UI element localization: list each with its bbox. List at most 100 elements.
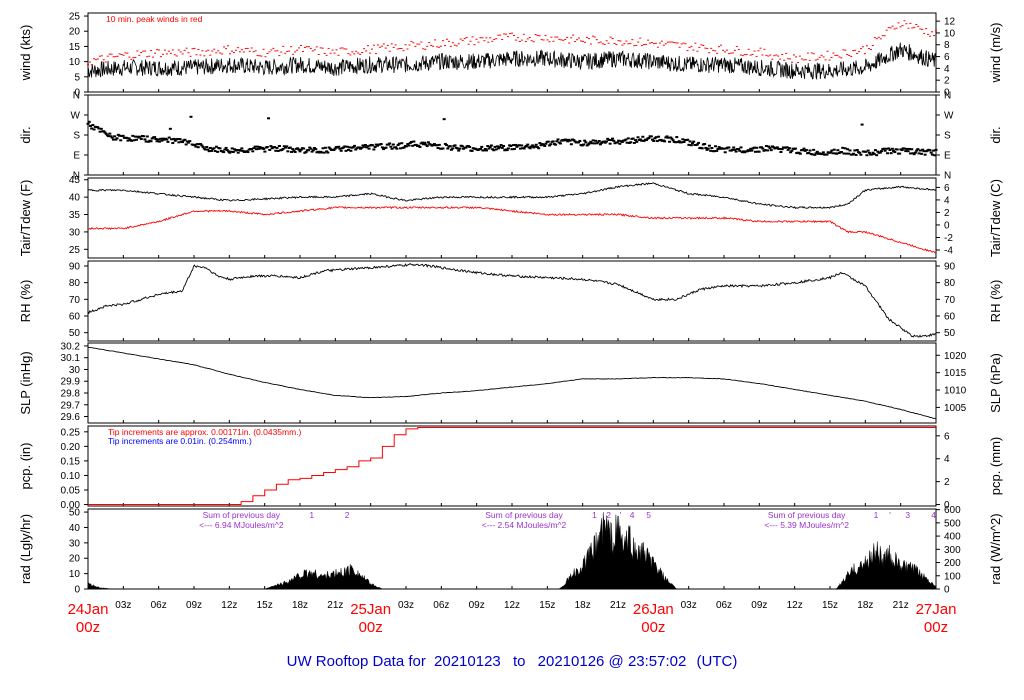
dir-point (517, 144, 521, 147)
dir-point (612, 139, 616, 142)
wind-tick-label-right: 0 (944, 88, 950, 99)
dir-point (723, 151, 727, 154)
dir-point (391, 143, 395, 146)
dir-point (229, 150, 233, 153)
dir-point (108, 132, 112, 135)
dir-point (865, 154, 869, 157)
dir-point (618, 142, 622, 145)
dir-point (488, 146, 492, 149)
dir-point (785, 146, 789, 149)
dir-point (888, 148, 892, 151)
dir-point (199, 143, 203, 146)
dir-point (934, 148, 938, 151)
dir-point (218, 147, 222, 150)
dir-point (707, 144, 711, 147)
dir-point (634, 139, 638, 142)
dir-point (346, 148, 350, 151)
dir-point (620, 141, 624, 144)
time-tick-label: 15z (257, 600, 273, 611)
dir-point (659, 138, 663, 141)
slp-tick-label-left: 30.2 (61, 341, 81, 352)
dir-point (98, 130, 102, 133)
dir-point (608, 142, 612, 145)
slp-tick-label-left: 29.7 (61, 400, 81, 411)
panel-dir: dir. dir.N NW WS SE EN N (18, 91, 1003, 182)
dir-point (821, 151, 825, 154)
dir-point (700, 147, 704, 150)
footer-title: UW Rooftop Data for 20210123 to 20210126… (287, 653, 738, 670)
dir-point (577, 141, 581, 144)
dir-point (907, 147, 911, 150)
wind-tick-label-right: 10 (944, 28, 956, 39)
dir-point (437, 143, 441, 146)
dir-point (588, 142, 592, 145)
dir-point (598, 143, 602, 146)
dir-point (866, 149, 870, 152)
dir-point (216, 150, 220, 153)
pcp-tick-label-right: 2 (944, 477, 950, 488)
dir-point (213, 150, 217, 153)
dir-point (486, 145, 490, 148)
dir-point (655, 140, 659, 143)
dir-point (411, 144, 415, 147)
dir-point (103, 131, 107, 134)
panel-temp: Tair/Tdew (F) Tair/Tdew (C)2530354045-4-2… (18, 175, 1003, 259)
dir-point (457, 149, 461, 152)
dir-point (651, 138, 655, 141)
temp-tick-label-right: 0 (944, 220, 950, 231)
dir-point (424, 143, 428, 146)
time-tick-label: 21z (893, 600, 909, 611)
dir-point (285, 145, 289, 148)
dir-points (86, 115, 938, 157)
rad-area (87, 512, 937, 590)
dir-point (919, 152, 923, 155)
dir-point (798, 152, 802, 155)
dir-point (172, 137, 176, 140)
dir-point (274, 149, 278, 152)
rad-tick-label-left: 20 (69, 554, 81, 565)
dir-point (515, 145, 519, 148)
dir-point (641, 135, 645, 138)
dir-point (918, 149, 922, 152)
dir-point (626, 137, 630, 140)
dir-point (539, 144, 543, 147)
rad-sum-label: Sum of previous day (203, 510, 281, 520)
dir-point (569, 143, 573, 146)
dir-point (904, 150, 908, 153)
dir-point (733, 148, 737, 151)
dir-point (420, 141, 424, 144)
dir-point (246, 151, 250, 154)
dir-point (493, 145, 497, 148)
dir-point (716, 148, 720, 151)
dir-ylabel-right: dir. (988, 126, 1003, 143)
dir-point (611, 137, 615, 140)
dir-point (734, 150, 738, 153)
dir-point (757, 150, 761, 153)
dir-point (727, 146, 731, 149)
dir-point (705, 148, 709, 151)
rad-hour-marker: ' (889, 510, 891, 520)
dir-point (257, 147, 261, 150)
dir-point (374, 143, 378, 146)
dir-point (604, 140, 608, 143)
dir-point (390, 147, 394, 150)
dir-point (767, 145, 771, 148)
dir-point (485, 149, 489, 152)
dir-point (275, 146, 279, 149)
dir-point (631, 137, 635, 140)
dir-point (787, 147, 791, 150)
dir-point (813, 153, 817, 156)
rad-tick-label-left: 0 (74, 585, 80, 596)
dir-point (443, 142, 447, 145)
rad-hour-marker: 1 (309, 510, 314, 520)
pcp-ylabel-right: pcp. (mm) (988, 437, 1003, 496)
dir-point (292, 149, 296, 152)
dir-point (682, 140, 686, 143)
dir-point (270, 147, 274, 150)
dir-point (870, 153, 874, 156)
dir-point (755, 146, 759, 149)
dir-point (674, 141, 678, 144)
rh-tick-label-right: 90 (944, 262, 956, 273)
dir-point (844, 152, 848, 155)
dir-point (864, 150, 868, 153)
